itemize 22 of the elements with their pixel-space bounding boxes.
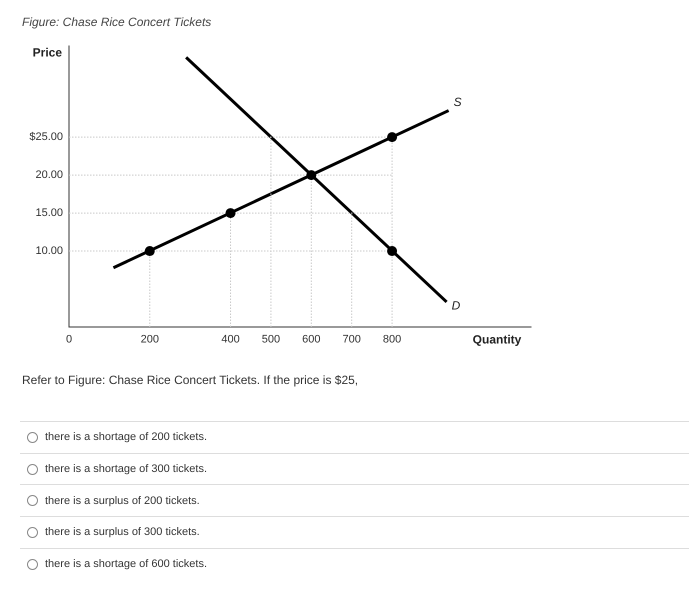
text: there is a shortage of 300 tickets. <box>45 463 208 476</box>
series-label: D <box>452 298 461 312</box>
y-tick-label: 20.00 <box>35 169 63 182</box>
y-tick-label: 15.00 <box>35 207 63 220</box>
x-axis-title: Quantity <box>472 332 522 346</box>
text: Refer to Figure: Chase Rice Concert Tickets. If the price is $25, <box>22 373 358 387</box>
text: there is a shortage of 200 tickets. <box>45 431 208 444</box>
x-tick-label: 800 <box>382 334 402 346</box>
text: there is a surplus of 300 tickets. <box>45 526 200 538</box>
x-tick-label: 200 <box>140 334 159 346</box>
y-axis-title: Price <box>32 45 62 60</box>
x-tick-label: 700 <box>342 334 361 346</box>
series-label: S <box>454 94 462 109</box>
x-tick-label: 600 <box>302 334 320 346</box>
text: there is a surplus of 200 tickets. <box>45 494 200 507</box>
y-tick-label: 10.00 <box>35 245 63 258</box>
y-tick-label: $25.00 <box>29 131 63 144</box>
x-tick-label: 400 <box>221 334 240 346</box>
text: there is a shortage of 600 tickets. <box>45 558 208 570</box>
x-tick-label: 0 <box>66 334 72 346</box>
chart-title: Figure: Chase Rice Concert Tickets <box>22 15 212 29</box>
x-tick-label: 500 <box>262 334 280 346</box>
